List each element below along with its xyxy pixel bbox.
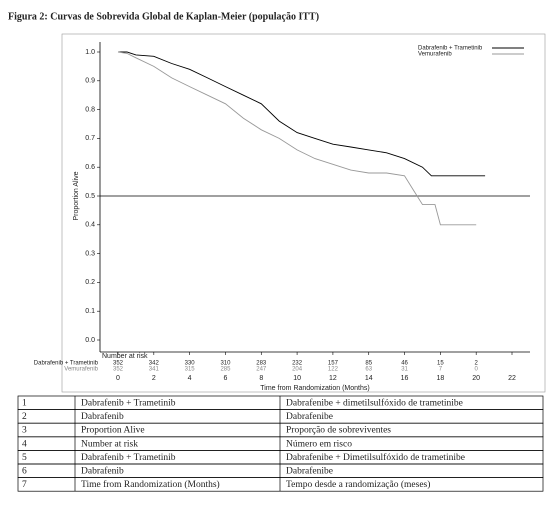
risk-count: 310 xyxy=(220,361,231,367)
risk-count: 63 xyxy=(365,367,372,373)
x-tick-label: 20 xyxy=(472,375,480,382)
x-tick-label: 8 xyxy=(259,375,263,382)
y-tick-label: 0.7 xyxy=(85,135,95,142)
table-cell: 6 xyxy=(22,466,27,476)
table-cell: Dabrafenibe xyxy=(286,411,333,422)
table-cell: Dabrafenibe + Dimetilsulfóxido de tramet… xyxy=(286,452,465,463)
risk-count: 341 xyxy=(149,367,160,373)
risk-row-label: Dabrafenib + Trametinib xyxy=(34,361,99,367)
x-tick-label: 2 xyxy=(152,375,156,382)
table-cell: Proportion Alive xyxy=(81,426,145,436)
y-tick-label: 1.0 xyxy=(85,49,95,56)
table-cell: 7 xyxy=(22,480,27,490)
table-cell: Dabrafenib xyxy=(81,411,124,422)
table-cell: 3 xyxy=(22,426,27,436)
x-tick-label: 6 xyxy=(224,375,228,382)
km-curve xyxy=(118,51,486,177)
risk-count: 232 xyxy=(292,361,303,367)
x-tick-label: 10 xyxy=(293,375,301,382)
risk-count: 352 xyxy=(113,361,124,367)
table-cell: Dabrafenib + Trametinib xyxy=(81,397,176,408)
table-cell: Dabrafenibe xyxy=(286,465,333,476)
table-row xyxy=(17,477,544,492)
table-cell: Número em risco xyxy=(286,439,352,449)
y-tick-label: 0.0 xyxy=(85,337,95,344)
table-cell: Dabrafenib xyxy=(81,465,124,476)
x-tick-label: 22 xyxy=(508,375,516,382)
table-cell: 4 xyxy=(22,439,27,449)
risk-count: 0 xyxy=(475,367,479,373)
risk-row-label: Vemurafenib xyxy=(64,367,98,373)
table-cell: Dabrafenib + Trametinib xyxy=(81,452,176,463)
x-tick-label: 4 xyxy=(188,375,192,382)
risk-count: 31 xyxy=(401,367,408,373)
y-tick-label: 0.5 xyxy=(85,193,95,200)
table-cell: Number at risk xyxy=(81,439,138,449)
y-tick-label: 0.8 xyxy=(85,106,95,113)
table-cell: Tempo desde a randomização (meses) xyxy=(286,479,430,490)
table-cell: Time from Randomization (Months) xyxy=(81,479,220,490)
risk-count: 247 xyxy=(256,367,267,373)
risk-count: 15 xyxy=(437,361,444,367)
figure-title: Figura 2: Curvas de Sobrevida Global de … xyxy=(8,11,319,22)
y-tick-label: 0.3 xyxy=(85,250,95,257)
table-cell: 1 xyxy=(22,398,27,408)
x-tick-label: 12 xyxy=(329,375,337,382)
figure-frame xyxy=(61,33,546,393)
table-cell: Dabrafenibe + dimetilsulfóxido de tramet… xyxy=(286,397,463,408)
risk-count: 285 xyxy=(220,367,231,373)
risk-count: 330 xyxy=(185,361,196,367)
x-tick-label: 14 xyxy=(365,375,373,382)
y-tick-label: 0.4 xyxy=(85,222,95,229)
x-axis-label: Time from Randomization (Months) xyxy=(260,385,369,392)
risk-count: 204 xyxy=(292,367,303,373)
risk-count: 7 xyxy=(439,367,443,373)
y-axis-label: Proportion Alive xyxy=(73,171,80,220)
risk-count: 342 xyxy=(149,361,160,367)
km-curve xyxy=(117,51,477,226)
x-tick-label: 0 xyxy=(116,375,120,382)
risk-count: 283 xyxy=(256,361,267,367)
risk-count: 157 xyxy=(328,361,339,367)
table-cell: 5 xyxy=(22,453,27,463)
y-tick-label: 0.6 xyxy=(85,164,95,171)
x-tick-label: 16 xyxy=(401,375,409,382)
risk-count: 46 xyxy=(401,361,408,367)
y-tick-label: 0.1 xyxy=(85,308,95,315)
risk-count: 315 xyxy=(185,367,196,373)
x-tick-label: 18 xyxy=(436,375,444,382)
y-tick-label: 0.9 xyxy=(85,78,95,85)
risk-count: 122 xyxy=(328,367,339,373)
legend-label: Dabrafenib + Trametinib xyxy=(418,46,483,52)
table-cell: 2 xyxy=(22,412,27,422)
legend-label: Vemurafenib xyxy=(418,52,452,58)
y-tick-label: 0.2 xyxy=(85,279,95,286)
risk-title: Number at risk xyxy=(102,353,148,360)
risk-count: 352 xyxy=(113,367,124,373)
risk-count: 85 xyxy=(365,361,372,367)
risk-count: 2 xyxy=(475,361,479,367)
table-cell: Proporção de sobreviventes xyxy=(286,426,391,436)
